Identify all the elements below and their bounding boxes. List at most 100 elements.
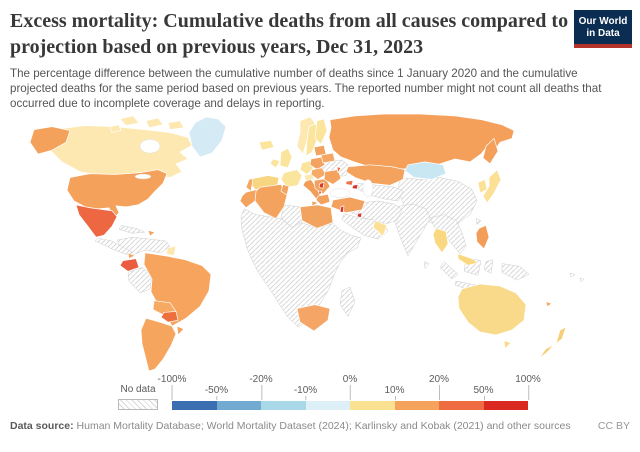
country-central-europe[interactable] — [310, 167, 327, 180]
island-vanuatu[interactable] — [579, 277, 585, 283]
country-azerbaijan[interactable] — [351, 184, 359, 190]
country-sumatra[interactable] — [439, 261, 459, 280]
great-lakes — [134, 173, 152, 180]
country-paraguay[interactable] — [160, 311, 179, 323]
chart-subtitle: The percentage difference between the cu… — [10, 67, 602, 110]
country-malaysia[interactable] — [457, 253, 479, 266]
country-russia-kamchatka[interactable] — [482, 138, 499, 165]
country-india[interactable] — [394, 203, 431, 256]
country-greece[interactable] — [315, 193, 331, 206]
page-title: Excess mortality: Cumulative deaths from… — [10, 10, 569, 58]
country-canada-arctic-4[interactable] — [109, 124, 122, 133]
country-canada-arctic-2[interactable] — [145, 117, 164, 129]
country-portugal[interactable] — [245, 178, 254, 192]
country-mongolia[interactable] — [404, 161, 447, 180]
country-oman-uae[interactable] — [372, 220, 388, 237]
country-south-africa[interactable] — [296, 304, 331, 332]
country-kazakhstan[interactable] — [345, 164, 406, 186]
country-alpine[interactable] — [303, 173, 315, 182]
country-cuba[interactable] — [118, 225, 146, 234]
country-france[interactable] — [280, 169, 303, 188]
country-italy-sicily[interactable] — [311, 200, 319, 207]
footer: Data source: Human Mortality Database; W… — [0, 420, 640, 432]
data-source: Data source: Human Mortality Database; W… — [10, 420, 571, 432]
legend-bin-5[interactable] — [394, 401, 439, 410]
country-sweden[interactable] — [305, 123, 319, 157]
country-iceland[interactable] — [258, 140, 275, 151]
country-canada-arctic-3[interactable] — [167, 120, 185, 130]
country-australia-tasmania[interactable] — [503, 340, 512, 349]
legend-tick-4: 0% — [342, 374, 358, 400]
legend-bin-2[interactable] — [261, 401, 306, 410]
black-sea — [329, 188, 351, 198]
country-serbia[interactable] — [318, 182, 325, 189]
legend-bin-0[interactable] — [172, 401, 217, 410]
country-africa-nodata[interactable] — [240, 208, 362, 328]
country-uruguay[interactable] — [176, 325, 185, 336]
island-new-caledonia[interactable] — [545, 301, 553, 307]
country-philippines[interactable] — [475, 225, 490, 250]
country-usa-alaska[interactable] — [29, 126, 71, 155]
legend-color-bar — [172, 401, 528, 410]
country-egypt[interactable] — [299, 204, 334, 229]
country-ecuador[interactable] — [119, 258, 140, 272]
country-panama[interactable] — [127, 252, 136, 260]
country-poland[interactable] — [309, 156, 326, 171]
country-south-korea[interactable] — [477, 179, 488, 194]
country-argentina-chile[interactable] — [140, 317, 177, 372]
country-guyana[interactable] — [165, 245, 177, 257]
country-madagascar[interactable] — [339, 286, 356, 317]
legend-scale: -100% -50% -20% -10% 0% 10% 20% 50% 100% — [158, 374, 541, 411]
country-new-zealand-south[interactable] — [538, 344, 555, 359]
data-source-text: Human Mortality Database; World Mortalit… — [73, 420, 571, 432]
owid-logo[interactable]: Our World in Data — [574, 10, 632, 48]
country-new-zealand-north[interactable] — [555, 326, 567, 345]
island-fiji[interactable] — [569, 273, 576, 278]
country-uk[interactable] — [279, 147, 293, 169]
country-brazil[interactable] — [143, 252, 212, 327]
country-dominican-republic[interactable] — [147, 229, 156, 237]
country-new-guinea[interactable] — [501, 263, 530, 281]
country-ireland[interactable] — [269, 158, 281, 169]
legend-tick-2: -20% — [249, 374, 273, 400]
country-thailand[interactable] — [432, 228, 449, 254]
country-albania[interactable] — [317, 190, 323, 196]
country-libya[interactable] — [280, 204, 303, 228]
caspian-sea — [362, 179, 374, 198]
country-georgia[interactable] — [345, 180, 354, 186]
country-japan[interactable] — [482, 169, 502, 204]
legend-bin-7[interactable] — [483, 401, 528, 410]
country-taiwan[interactable] — [475, 218, 482, 225]
legend-bin-3[interactable] — [305, 401, 350, 410]
country-turkey[interactable] — [330, 196, 366, 214]
owid-logo-line1: Our World — [578, 16, 628, 27]
legend-tick-7: 50% — [473, 385, 494, 400]
country-greenland[interactable] — [188, 116, 227, 158]
country-tunisia[interactable] — [280, 184, 290, 196]
legend-tick-8: 100% — [515, 374, 541, 400]
country-peru[interactable] — [127, 267, 153, 294]
legend-bin-4[interactable] — [350, 401, 395, 410]
country-mexico[interactable] — [75, 204, 118, 238]
owid-logo-box: Our World in Data — [574, 10, 632, 44]
license-link[interactable]: CC BY — [597, 420, 630, 432]
country-canada-arctic-1[interactable] — [119, 115, 140, 127]
legend-no-data: No data — [117, 375, 159, 411]
country-sri-lanka[interactable] — [423, 261, 430, 269]
country-kuwait[interactable] — [356, 212, 363, 218]
legend-bin-1[interactable] — [216, 401, 261, 410]
country-lebanon-israel[interactable] — [339, 205, 345, 214]
country-belarus[interactable] — [320, 152, 336, 164]
country-canada[interactable] — [47, 125, 193, 178]
country-finland[interactable] — [314, 118, 328, 145]
legend-no-data-swatch[interactable] — [118, 399, 158, 410]
country-romania-bulgaria[interactable] — [323, 169, 342, 185]
country-moldova[interactable] — [336, 166, 342, 173]
legend-no-data-label: No data — [120, 384, 156, 395]
country-central-america[interactable] — [94, 237, 133, 255]
country-russia[interactable] — [328, 113, 515, 171]
legend-bin-6[interactable] — [439, 401, 484, 410]
country-australia[interactable] — [457, 283, 527, 336]
country-sulawesi[interactable] — [483, 259, 494, 274]
data-source-label: Data source: — [10, 420, 74, 432]
